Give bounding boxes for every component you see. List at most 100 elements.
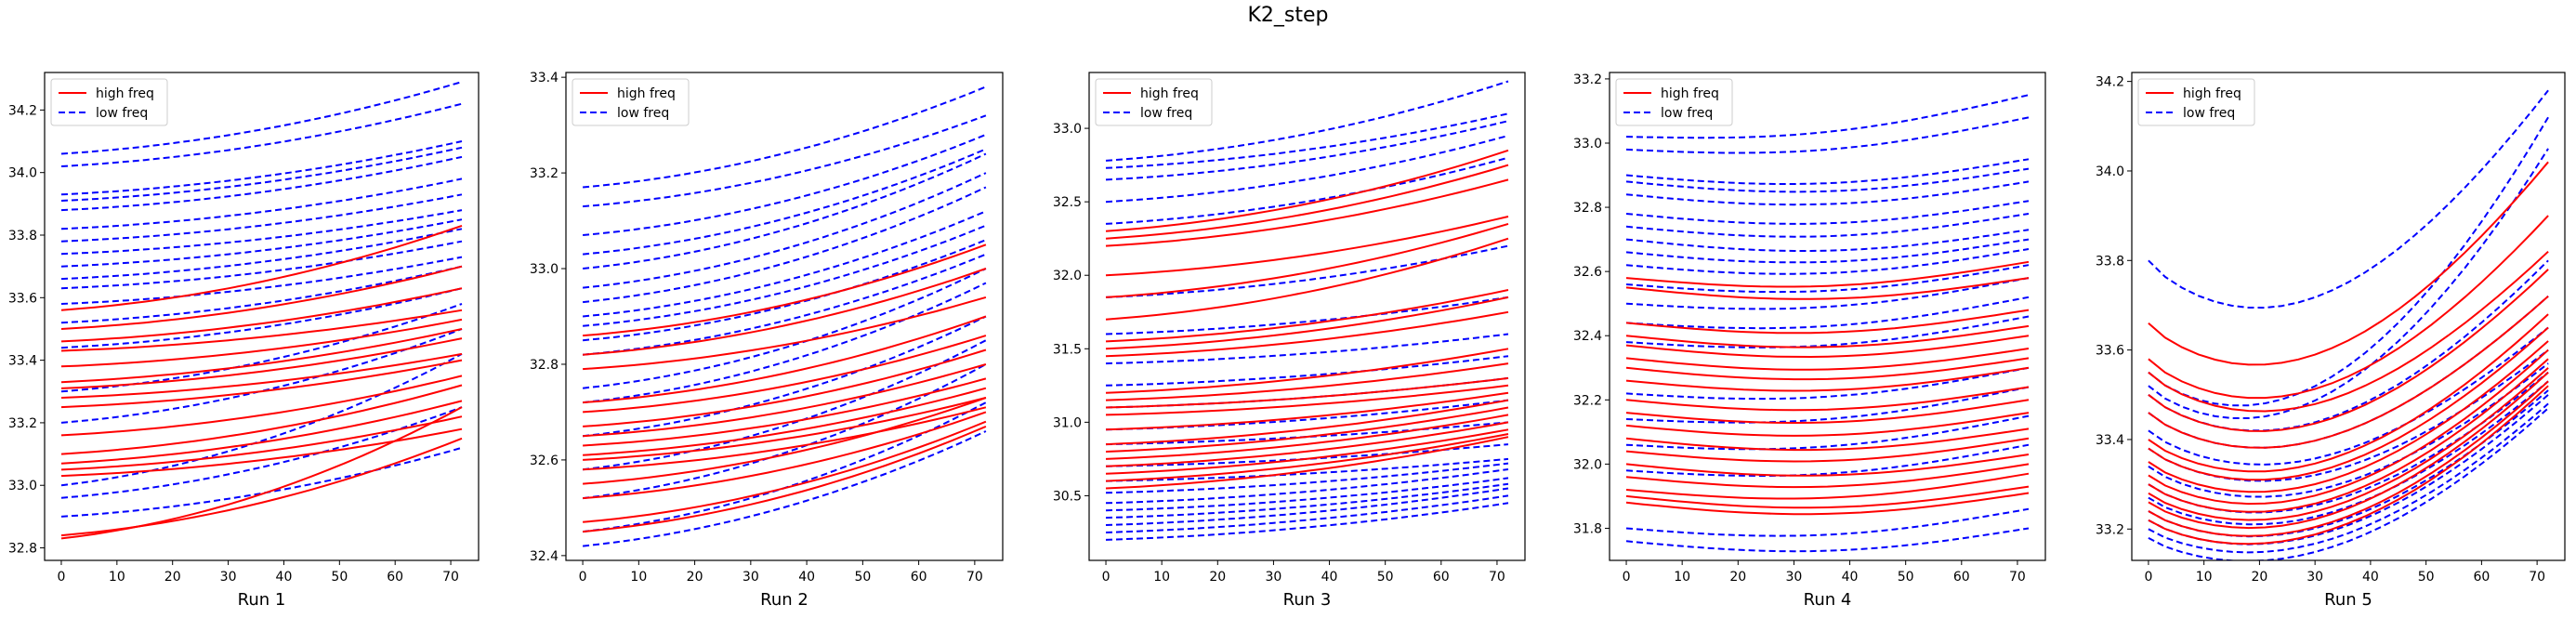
x-tick-label: 40 xyxy=(1842,570,1859,585)
low-freq-series-line xyxy=(1625,264,2030,294)
high-freq-series-line xyxy=(60,328,463,384)
series-group xyxy=(582,85,987,547)
low-freq-series-line xyxy=(2148,402,2549,554)
high-freq-series-line xyxy=(1105,222,1509,298)
high-freq-series-line xyxy=(1625,437,2030,463)
x-tick-label: 10 xyxy=(2196,570,2213,585)
x-tick-label: 0 xyxy=(1102,570,1111,585)
high-freq-series-line xyxy=(2148,296,2549,449)
legend-label: low freq xyxy=(1661,106,1713,121)
chart-panel-5: 0 10 20 30 40 50 60 70 33.2 33.4 33.6 33.8 34.0 34.2 R… xyxy=(2096,72,2566,610)
high-freq-series-line xyxy=(1105,414,1509,460)
low-freq-series-line xyxy=(1105,296,1509,335)
low-freq-series-line xyxy=(1625,248,2030,275)
high-freq-series-line xyxy=(1105,399,1509,446)
high-freq-series-line xyxy=(2148,326,2549,481)
y-tick-label: 33.4 xyxy=(530,71,559,85)
x-tick-label: 70 xyxy=(2009,570,2026,585)
x-tick-label: 70 xyxy=(966,570,983,585)
y-tick-label: 34.0 xyxy=(8,166,37,181)
low-freq-series-line xyxy=(60,256,463,305)
high-freq-series-line xyxy=(2148,385,2549,546)
legend-box xyxy=(572,78,690,126)
x-axis-label: Run 1 xyxy=(238,590,286,610)
legend: high freq low freq xyxy=(1095,78,1213,126)
y-tick-label: 34.2 xyxy=(2096,75,2124,90)
x-tick-label: 30 xyxy=(743,570,759,585)
high-freq-series-line xyxy=(2148,215,2549,400)
legend: high freq low freq xyxy=(1615,78,1733,126)
low-freq-series-line xyxy=(1105,457,1509,482)
high-freq-series-line xyxy=(1105,436,1509,490)
high-freq-series-line xyxy=(583,315,987,404)
x-tick-label: 70 xyxy=(2529,570,2545,585)
axes-frame xyxy=(44,72,480,561)
high-freq-series-line xyxy=(583,387,987,456)
high-freq-series-line xyxy=(1105,296,1509,350)
low-freq-series-line xyxy=(1105,502,1509,541)
high-freq-series-line xyxy=(1625,412,2030,437)
high-freq-series-line xyxy=(60,265,463,330)
low-freq-series-line xyxy=(2148,326,2549,466)
high-freq-series-line xyxy=(60,287,463,343)
low-freq-series-line xyxy=(1625,94,2030,139)
x-tick-label: 0 xyxy=(2144,570,2152,585)
y-tick-label: 31.8 xyxy=(1573,521,1602,536)
low-freq-series-line xyxy=(2148,116,2549,407)
high-freq-series-line xyxy=(583,348,987,427)
high-freq-series-line xyxy=(1105,406,1509,453)
y-tick-label: 33.4 xyxy=(2096,433,2124,448)
high-freq-series-line xyxy=(1105,310,1509,358)
high-freq-series-line xyxy=(583,425,987,533)
legend-label: low freq xyxy=(1140,106,1192,121)
low-freq-series-line xyxy=(2148,407,2549,560)
high-freq-series-line xyxy=(583,420,987,523)
high-freq-series-line xyxy=(1625,492,2030,516)
low-freq-series-line xyxy=(1105,421,1509,446)
high-freq-series-line xyxy=(1625,399,2030,425)
low-freq-series-line xyxy=(582,430,987,547)
axes-frame xyxy=(2131,72,2566,561)
high-freq-series-line xyxy=(1105,289,1509,343)
y-tick-label: 33.4 xyxy=(8,354,37,369)
low-freq-series-line xyxy=(1625,158,2030,185)
high-freq-series-line xyxy=(1625,309,2030,335)
x-tick-label: 0 xyxy=(58,570,66,585)
x-tick-label: 60 xyxy=(1433,570,1450,585)
low-freq-series-line xyxy=(582,282,987,404)
y-tick-label: 33.8 xyxy=(2096,254,2124,269)
high-freq-series-line xyxy=(1625,324,2030,348)
low-freq-series-line xyxy=(1625,414,2030,451)
y-tick-label: 32.4 xyxy=(530,549,559,564)
high-freq-series-line xyxy=(2148,348,2549,506)
y-tick-label: 33.6 xyxy=(2096,344,2124,359)
chart-panel-2: 0 10 20 30 40 50 60 70 32.4 32.6 32.8 33.0 33.2 33.4 R… xyxy=(530,71,1004,610)
y-tick-label: 32.6 xyxy=(1573,265,1602,280)
y-tick-label: 32.8 xyxy=(1573,201,1602,216)
high-freq-series-line xyxy=(2148,313,2549,473)
x-tick-label: 60 xyxy=(2473,570,2490,585)
high-freq-series-line xyxy=(2148,380,2549,537)
high-freq-series-line xyxy=(1625,485,2030,509)
high-freq-series-line xyxy=(2148,161,2549,366)
chart-panel-1: 0 10 20 30 40 50 60 70 32.8 33.0 33.2 33.4 33.6 33.8 3… xyxy=(8,72,480,610)
y-tick-label: 33.8 xyxy=(8,229,37,243)
low-freq-series-line xyxy=(1105,443,1509,467)
high-freq-series-line xyxy=(60,384,463,455)
low-freq-series-line xyxy=(60,102,463,167)
x-axis-label: Run 4 xyxy=(1804,590,1852,610)
high-freq-series-line xyxy=(60,337,463,389)
legend: high freq low freq xyxy=(572,78,690,126)
x-tick-label: 60 xyxy=(387,570,403,585)
low-freq-series-line xyxy=(2148,89,2549,309)
low-freq-series-line xyxy=(1105,487,1509,526)
legend-label: high freq xyxy=(1140,86,1199,101)
series-group xyxy=(1105,80,1509,541)
low-freq-series-line xyxy=(582,186,987,304)
y-tick-label: 33.2 xyxy=(8,416,37,431)
low-freq-series-line xyxy=(1105,156,1509,225)
x-tick-label: 40 xyxy=(1321,570,1338,585)
high-freq-series-line xyxy=(1105,216,1509,277)
high-freq-series-line xyxy=(1625,277,2030,300)
low-freq-series-line xyxy=(2148,362,2549,498)
